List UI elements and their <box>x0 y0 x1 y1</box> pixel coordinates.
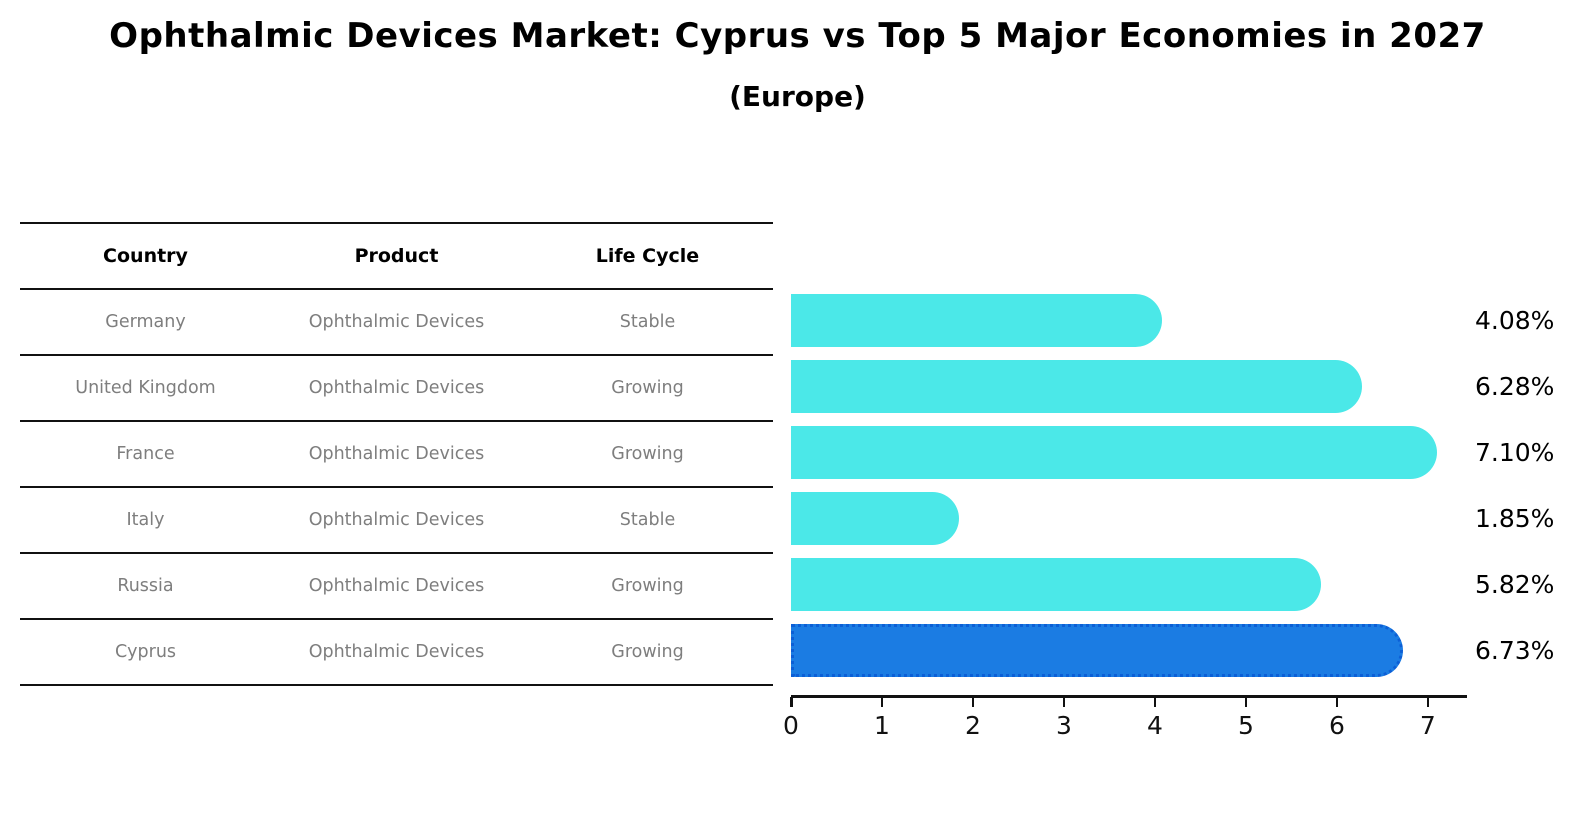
bar-united-kingdom <box>791 360 1362 413</box>
x-axis-tick <box>790 697 793 707</box>
cell-life-cycle: Stable <box>619 510 676 530</box>
x-axis-tick-label: 4 <box>1146 711 1163 740</box>
x-axis-tick <box>1153 697 1157 707</box>
x-axis-line <box>791 695 1467 698</box>
cell-life-cycle: Growing <box>611 378 684 398</box>
x-axis-tick-label: 7 <box>1419 711 1436 740</box>
x-axis-tick-label: 5 <box>1237 711 1254 740</box>
cell-country: Cyprus <box>114 642 177 662</box>
cell-life-cycle: Growing <box>611 642 684 662</box>
x-axis-tick-label: 3 <box>1055 711 1072 740</box>
x-axis-tick <box>1335 697 1339 707</box>
cell-product: Ophthalmic Devices <box>308 312 485 332</box>
value-label: 6.73% <box>1475 636 1555 665</box>
cell-life-cycle: Stable <box>619 312 676 332</box>
bar-cyprus-highlighted <box>791 624 1403 677</box>
x-axis-tick-label: 1 <box>874 711 890 740</box>
table-row: Russia Ophthalmic Devices Growing <box>20 554 773 620</box>
bar-italy <box>791 492 959 545</box>
cell-country: France <box>116 444 175 464</box>
value-label: 5.82% <box>1475 570 1555 599</box>
page-title: Ophthalmic Devices Market: Cyprus vs Top… <box>109 16 1486 56</box>
cell-country: Italy <box>126 510 165 530</box>
table-row: Italy Ophthalmic Devices Stable <box>20 488 773 554</box>
cell-country: Germany <box>105 312 186 332</box>
column-header-product: Product <box>354 245 439 267</box>
cell-product: Ophthalmic Devices <box>308 510 485 530</box>
value-label: 1.85% <box>1475 504 1555 533</box>
cell-life-cycle: Growing <box>611 444 684 464</box>
bar-russia <box>791 558 1321 611</box>
bar-france <box>791 426 1437 479</box>
page-subtitle: (Europe) <box>729 80 866 113</box>
value-label: 7.10% <box>1475 438 1555 467</box>
cell-product: Ophthalmic Devices <box>308 444 485 464</box>
country-table: Country Product Life Cycle Germany Ophth… <box>20 222 773 686</box>
table-row-highlighted: Cyprus Ophthalmic Devices Growing <box>20 620 773 686</box>
cell-life-cycle: Growing <box>611 576 684 596</box>
x-axis-tick <box>1244 697 1248 707</box>
value-label: 6.28% <box>1475 372 1555 401</box>
table-row: France Ophthalmic Devices Growing <box>20 422 773 488</box>
cell-product: Ophthalmic Devices <box>308 378 485 398</box>
x-axis-tick-label: 2 <box>965 711 981 740</box>
table-row: United Kingdom Ophthalmic Devices Growin… <box>20 356 773 422</box>
x-axis-tick <box>880 697 884 707</box>
value-label: 4.08% <box>1475 306 1555 335</box>
bar-germany <box>791 294 1162 347</box>
cell-product: Ophthalmic Devices <box>308 576 485 596</box>
x-axis-tick <box>1062 697 1066 707</box>
x-axis-tick-label: 0 <box>783 711 799 740</box>
x-axis-tick <box>1426 697 1430 707</box>
column-header-country: Country <box>103 245 188 267</box>
x-axis-tick-label: 6 <box>1328 711 1345 740</box>
x-axis-tick <box>971 697 975 707</box>
table-header-row: Country Product Life Cycle <box>20 224 773 290</box>
cell-product: Ophthalmic Devices <box>308 642 485 662</box>
column-header-life-cycle: Life Cycle <box>595 245 700 267</box>
table-row: Germany Ophthalmic Devices Stable <box>20 290 773 356</box>
cell-country: Russia <box>117 576 174 596</box>
cell-country: United Kingdom <box>75 378 216 398</box>
